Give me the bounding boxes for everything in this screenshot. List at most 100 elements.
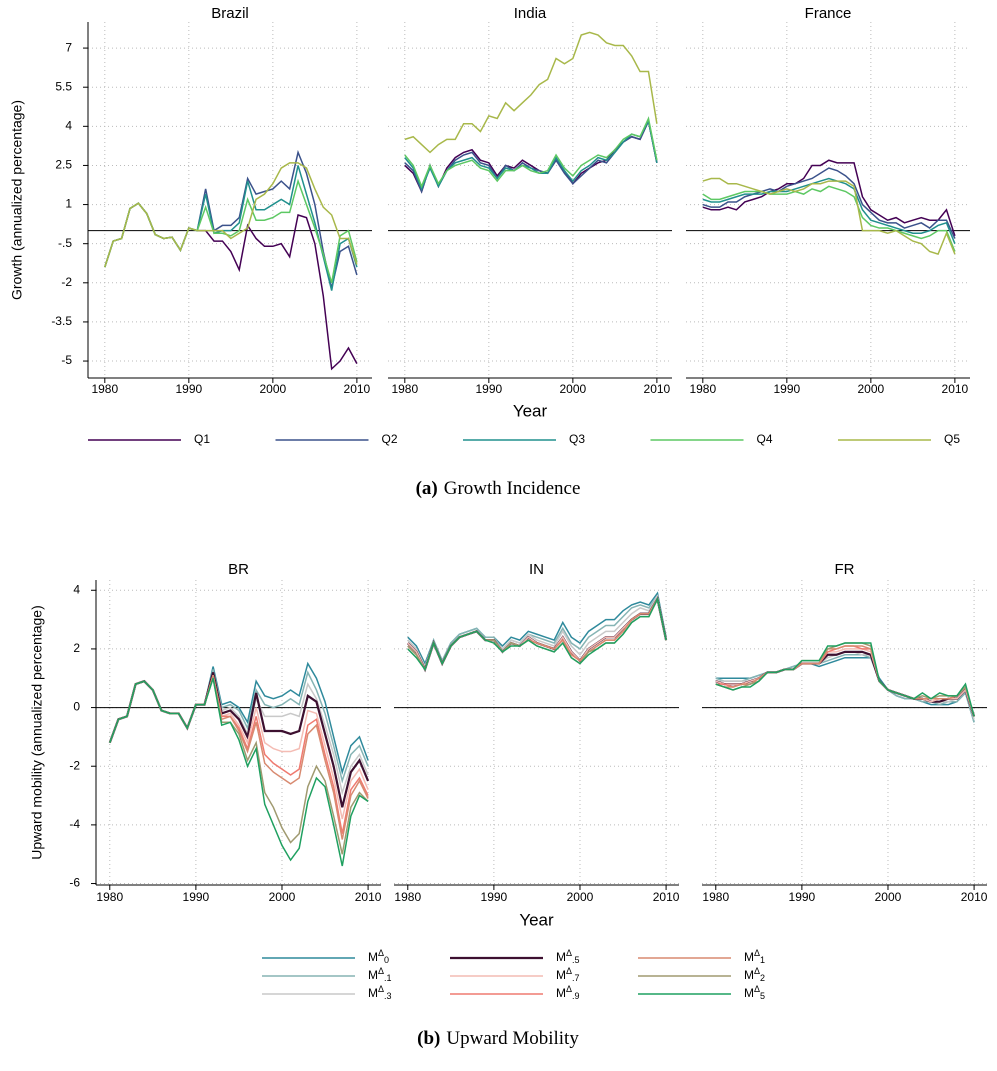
legend-label: MΔ1 — [744, 948, 765, 965]
series-line — [407, 594, 667, 669]
legend-label: Q1 — [194, 432, 210, 446]
legend-name: Q3 — [569, 432, 585, 446]
x-tick-label: 1980 — [394, 890, 421, 904]
legend-sub: .9 — [572, 991, 580, 1001]
legend-name: Q5 — [944, 432, 960, 446]
y-tick-label: 2.5 — [55, 158, 72, 172]
x-tick-label: 1990 — [773, 382, 800, 396]
caption: (b) Upward Mobility — [417, 1028, 579, 1049]
y-tick-label: -2 — [61, 275, 72, 289]
series-line — [715, 642, 975, 717]
y-tick-label: -5 — [61, 353, 72, 367]
x-tick-label: 2010 — [344, 382, 371, 396]
series-line — [404, 31, 658, 154]
series-line — [715, 654, 975, 723]
panel-title: France — [805, 5, 852, 22]
x-tick-label: 2010 — [653, 890, 680, 904]
caption: (a) Growth Incidence — [416, 478, 581, 499]
legend-sub: .1 — [384, 973, 392, 983]
x-tick-label: 1980 — [391, 382, 418, 396]
legend-sup: Δ — [566, 948, 572, 958]
legend-label: MΔ.3 — [368, 984, 392, 1001]
legend-sub: .3 — [384, 991, 392, 1001]
series-line — [702, 177, 956, 244]
x-tick-label: 1990 — [175, 382, 202, 396]
legend-sub: 0 — [384, 955, 389, 965]
x-tick-label: 2000 — [858, 382, 885, 396]
panel-title: India — [514, 5, 547, 22]
y-tick-label: 4 — [73, 582, 80, 596]
legend-label: MΔ.5 — [556, 948, 580, 965]
legend-name: M — [744, 986, 754, 1000]
x-tick-label: 2010 — [961, 890, 988, 904]
legend-name: M — [368, 968, 378, 982]
legend-name: Q1 — [194, 432, 210, 446]
x-tick-label: 2000 — [875, 890, 902, 904]
legend-sub: .7 — [572, 973, 580, 983]
legend-label: MΔ2 — [744, 966, 765, 983]
legend-sub: 1 — [760, 955, 765, 965]
series-line — [109, 678, 369, 867]
legend-name: M — [368, 950, 378, 964]
panel-title: FR — [835, 561, 855, 578]
legend-label: Q3 — [569, 432, 585, 446]
legend-label: Q4 — [757, 432, 773, 446]
legend-sup: Δ — [754, 984, 760, 994]
legend-sup: Δ — [378, 984, 384, 994]
legend-label: MΔ.7 — [556, 966, 580, 983]
legend-label: MΔ.9 — [556, 984, 580, 1001]
series-line — [715, 645, 975, 717]
y-axis-label: Upward mobility (annualized percentage) — [29, 605, 45, 859]
y-tick-label: -3.5 — [51, 314, 72, 328]
series-line — [702, 159, 956, 237]
y-tick-label: 4 — [65, 118, 72, 132]
x-tick-label: 2000 — [260, 382, 287, 396]
x-tick-label: 1990 — [789, 890, 816, 904]
legend-name: M — [744, 968, 754, 982]
series-line — [404, 118, 658, 194]
series-line — [702, 185, 956, 252]
y-tick-label: -4 — [69, 817, 80, 831]
legend-name: M — [556, 950, 566, 964]
legend-name: M — [556, 968, 566, 982]
x-tick-label: 1980 — [91, 382, 118, 396]
legend-label: MΔ5 — [744, 984, 765, 1001]
legend-sub: 5 — [760, 991, 765, 1001]
x-tick-label: 2010 — [942, 382, 969, 396]
legend-name: M — [556, 986, 566, 1000]
caption-label: (a) — [416, 478, 438, 499]
legend-label: MΔ.1 — [368, 966, 392, 983]
series-line — [715, 651, 975, 720]
legend-label: MΔ0 — [368, 948, 389, 965]
y-tick-label: -.5 — [58, 236, 72, 250]
y-axis-label: Growth (annualized percentage) — [9, 100, 25, 300]
x-axis-label: Year — [519, 910, 554, 929]
x-tick-label: 2010 — [355, 890, 382, 904]
y-tick-label: -2 — [69, 758, 80, 772]
caption-text: Upward Mobility — [446, 1028, 579, 1049]
series-line — [109, 675, 369, 834]
y-tick-label: 7 — [65, 40, 72, 54]
legend-sup: Δ — [566, 966, 572, 976]
legend-name: Q4 — [757, 432, 773, 446]
x-axis-label: Year — [513, 401, 548, 420]
x-tick-label: 2010 — [644, 382, 671, 396]
series-line — [715, 656, 975, 723]
series-line — [407, 596, 667, 672]
x-tick-label: 1990 — [481, 890, 508, 904]
panel-title: IN — [529, 561, 544, 578]
x-tick-label: 2000 — [560, 382, 587, 396]
x-tick-label: 1990 — [183, 890, 210, 904]
series-line — [109, 675, 369, 840]
legend-sup: Δ — [566, 984, 572, 994]
legend-label: Q5 — [944, 432, 960, 446]
y-tick-label: 1 — [65, 197, 72, 211]
series-line — [404, 116, 658, 189]
legend-sub: .5 — [572, 955, 580, 965]
x-tick-label: 2000 — [567, 890, 594, 904]
legend-sup: Δ — [754, 948, 760, 958]
series-line — [104, 162, 358, 268]
panel-title: BR — [228, 561, 249, 578]
y-tick-label: 5.5 — [55, 79, 72, 93]
